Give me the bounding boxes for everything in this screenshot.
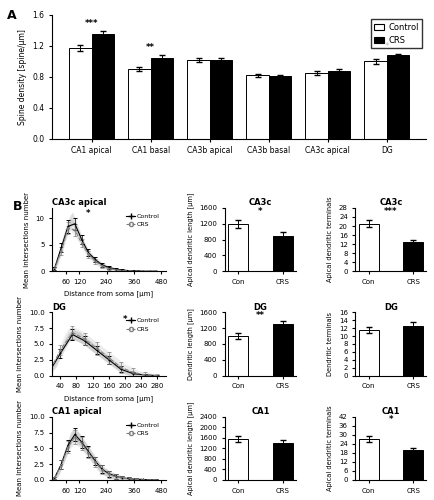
X-axis label: Distance from soma [μm]: Distance from soma [μm] [64, 499, 153, 500]
Bar [358, 224, 378, 271]
Legend: Control, CRS: Control, CRS [123, 211, 162, 230]
Bar [327, 70, 349, 138]
Y-axis label: Mean intersections number: Mean intersections number [17, 400, 23, 496]
Bar [187, 60, 209, 138]
Bar [272, 236, 292, 271]
Bar [69, 48, 92, 138]
Text: **: ** [256, 311, 264, 320]
Text: *: * [258, 206, 262, 216]
Bar [386, 55, 408, 138]
Bar [92, 34, 114, 138]
Title: CA3c: CA3c [378, 198, 401, 207]
Y-axis label: Apical dendritic terminals: Apical dendritic terminals [326, 196, 332, 282]
Bar [305, 73, 327, 138]
Title: CA1: CA1 [251, 407, 269, 416]
Bar [402, 326, 422, 376]
Y-axis label: Apical dendritic length [μm]: Apical dendritic length [μm] [187, 402, 194, 495]
Bar [402, 450, 422, 480]
Legend: Control, CRS: Control, CRS [123, 316, 162, 334]
Bar [228, 224, 248, 271]
Text: *: * [86, 209, 91, 218]
Y-axis label: Apical dendritic length [μm]: Apical dendritic length [μm] [187, 193, 194, 286]
X-axis label: Distance from soma [μm]: Distance from soma [μm] [64, 290, 153, 297]
Bar [364, 62, 386, 138]
Text: B: B [13, 200, 22, 213]
Bar [150, 58, 173, 138]
Title: CA1: CA1 [381, 407, 399, 416]
Legend: Control, CRS: Control, CRS [123, 420, 162, 438]
Bar [402, 242, 422, 271]
Y-axis label: Apical dendritic terminals: Apical dendritic terminals [326, 406, 332, 491]
Bar [358, 330, 378, 376]
Text: *: * [122, 315, 127, 324]
Bar [268, 76, 290, 138]
Text: CA1 apical: CA1 apical [52, 407, 102, 416]
Text: ***: *** [85, 19, 98, 28]
Y-axis label: Dendritic terminals: Dendritic terminals [326, 312, 332, 376]
Bar [128, 69, 150, 138]
Bar [272, 324, 292, 376]
Y-axis label: Dendritic length [μm]: Dendritic length [μm] [187, 308, 194, 380]
Y-axis label: Spine density [spine/μm]: Spine density [spine/μm] [18, 29, 27, 125]
Bar [272, 443, 292, 480]
Text: **: ** [146, 43, 155, 52]
Title: CA3c: CA3c [248, 198, 272, 207]
Bar [358, 440, 378, 480]
Text: ***: *** [383, 206, 397, 216]
Bar [228, 336, 248, 376]
Bar [228, 439, 248, 480]
Text: CA3c apical: CA3c apical [52, 198, 106, 207]
Y-axis label: Mean intersections number: Mean intersections number [17, 296, 23, 392]
Bar [209, 60, 232, 138]
Title: DG: DG [383, 302, 397, 312]
Y-axis label: Mean intersections number: Mean intersections number [24, 192, 30, 288]
Title: DG: DG [253, 302, 267, 312]
Text: A: A [7, 9, 17, 22]
Text: *: * [384, 42, 388, 50]
Bar [246, 76, 268, 138]
Legend: Control, CRS: Control, CRS [370, 19, 421, 48]
X-axis label: Distance from soma [μm]: Distance from soma [μm] [64, 395, 153, 402]
Text: DG: DG [52, 302, 66, 312]
Text: *: * [388, 416, 392, 424]
